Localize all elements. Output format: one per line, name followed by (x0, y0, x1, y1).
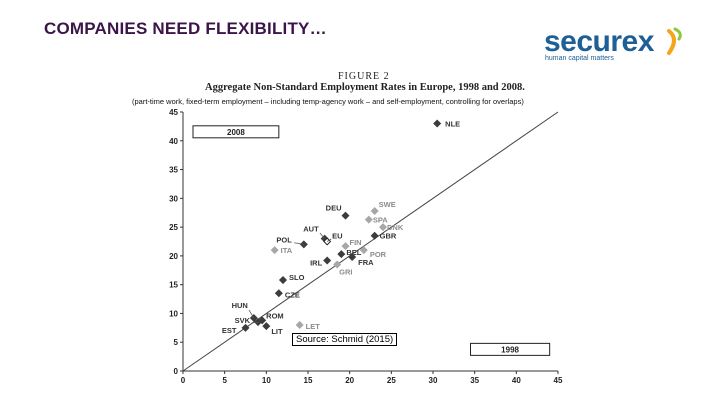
x-tick-label: 30 (429, 376, 438, 385)
point-ita (270, 246, 279, 255)
point-fra (348, 253, 357, 262)
slide-title: COMPANIES NEED FLEXIBILITY… (44, 19, 327, 38)
y-tick-label: 30 (169, 194, 178, 203)
x-axis-box (470, 342, 551, 356)
point-label-let: LET (306, 322, 321, 331)
point-label-swe: SWE (379, 200, 396, 209)
point-let (295, 320, 304, 329)
x-tick-label: 10 (262, 376, 271, 385)
point-gbr (370, 231, 379, 240)
figure-note: (part-time work, fixed-term employment –… (132, 97, 524, 106)
x-tick-label: 20 (345, 376, 354, 385)
point-label-fin: FIN (350, 238, 362, 247)
y-tick-label: 35 (169, 166, 178, 175)
figure-caption: Aggregate Non-Standard Employment Rates … (205, 82, 525, 93)
leader-eu (326, 238, 332, 242)
point-label-irl: IRL (310, 258, 323, 267)
point-label-por: POR (370, 250, 387, 259)
point-label-cze: CZE (285, 290, 300, 299)
leader-pol (294, 242, 304, 245)
x-tick-label: 45 (554, 376, 563, 385)
y-tick-label: 15 (169, 281, 178, 290)
y-tick-label: 40 (169, 137, 178, 146)
point-lit (262, 322, 271, 331)
y-tick-label: 20 (169, 252, 178, 261)
point-spa (364, 215, 373, 224)
logo-tagline: human capital matters (545, 55, 614, 62)
point-por (359, 246, 368, 255)
figure-number: FIGURE 2 (338, 71, 390, 82)
y-axis-box (192, 125, 280, 139)
point-fin (341, 242, 350, 251)
point-hun (249, 314, 258, 323)
point-gri (333, 260, 342, 269)
y-tick-label: 0 (174, 367, 179, 376)
point-rom (258, 316, 267, 325)
point-label-fra: FRA (358, 258, 374, 267)
point-label-rom: ROM (266, 311, 284, 320)
point-nle (433, 119, 442, 128)
logo-wordmark: securex (544, 25, 654, 58)
y-axis-box-label: 2008 (227, 128, 245, 137)
point-bel (337, 250, 346, 259)
source-label: Source: Schmid (2015) (292, 333, 398, 346)
point-label-ita: ITA (281, 246, 293, 255)
point-label-deu: DEU (326, 204, 342, 213)
point-label-bel: BEL (346, 248, 361, 257)
securex-logo: securex human capital matters (540, 25, 690, 75)
point-slo (278, 276, 288, 285)
point-label-spa: SPA (373, 216, 388, 225)
point-label-aut: AUT (303, 225, 319, 234)
x-tick-label: 25 (387, 376, 396, 385)
logo-mark-icon (667, 27, 682, 55)
point-dnk (378, 223, 388, 232)
x-tick-label: 15 (304, 376, 313, 385)
x-tick-label: 5 (222, 376, 227, 385)
leader-svk (251, 321, 259, 324)
y-tick-label: 25 (169, 223, 178, 232)
point-cze (274, 289, 283, 298)
y-tick-label: 5 (174, 338, 179, 347)
point-label-eu: EU (332, 232, 342, 241)
point-label-hun: HUN (232, 301, 248, 310)
point-label-gbr: GBR (380, 232, 397, 241)
point-est (241, 323, 250, 332)
y-tick-label: 45 (169, 108, 178, 117)
point-label-lit: LIT (271, 327, 283, 336)
x-tick-label: 40 (512, 376, 521, 385)
point-label-nle: NLE (445, 120, 460, 129)
point-label-est: EST (222, 326, 237, 335)
point-label-dnk: DNK (387, 223, 404, 232)
y-tick-label: 10 (169, 309, 178, 318)
point-deu (341, 211, 350, 220)
point-label-slo: SLO (289, 273, 305, 282)
point-label-gri: GRI (339, 268, 352, 277)
point-irl (323, 256, 332, 265)
point-svk (253, 318, 263, 327)
x-tick-label: 35 (470, 376, 479, 385)
point-swe (370, 206, 379, 216)
leader-hun (248, 309, 255, 319)
x-axis-box-label: 1998 (501, 345, 519, 354)
point-label-svk: SVK (235, 316, 251, 325)
leader-aut (319, 232, 325, 239)
point-label-pol: POL (276, 235, 292, 244)
x-tick-label: 0 (181, 376, 186, 385)
